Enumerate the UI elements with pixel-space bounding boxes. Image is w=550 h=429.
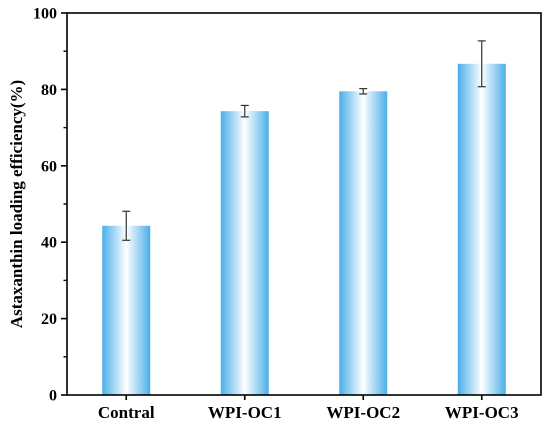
y-tick-label: 100 [33, 6, 57, 23]
y-tick-label: 20 [41, 311, 57, 328]
x-tick-label: Contral [98, 403, 155, 422]
y-tick-label: 40 [41, 235, 57, 252]
bar [220, 111, 269, 395]
y-axis-title: Astaxanthin loading efficiency(%) [7, 80, 26, 328]
x-tick-label: WPI-OC3 [445, 403, 519, 422]
x-tick-label: WPI-OC2 [326, 403, 400, 422]
x-tick-label: WPI-OC1 [208, 403, 282, 422]
bar [457, 63, 506, 395]
y-tick-label: 0 [49, 388, 57, 405]
y-tick-label: 60 [41, 158, 57, 175]
bar [102, 225, 151, 395]
bar [339, 91, 388, 395]
bars-group [102, 63, 506, 395]
y-axis: 0 20 40 60 80 100 [33, 6, 67, 405]
error-bars-group [122, 40, 486, 241]
y-tick-label: 80 [41, 82, 57, 99]
x-axis: Contral WPI-OC1 WPI-OC2 WPI-OC3 [98, 395, 519, 422]
